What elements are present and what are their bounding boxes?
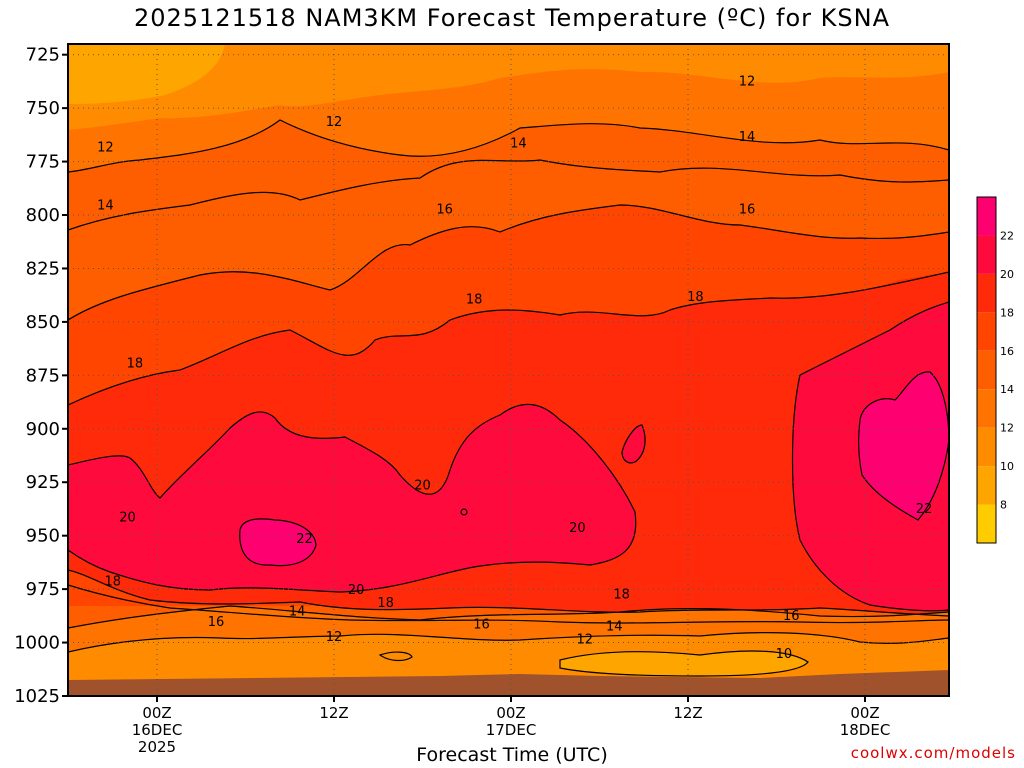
contour-label: 12	[739, 74, 756, 89]
contour-label: 14	[739, 130, 756, 145]
temperature-field	[68, 44, 949, 696]
colorbar-segment	[977, 466, 996, 505]
contour-label: 14	[97, 198, 114, 213]
y-tick-label: 750	[26, 98, 60, 119]
colorbar: 8 10 12 14 16 18 20 22	[976, 196, 1014, 544]
y-tick-label: 825	[26, 258, 60, 279]
colorbar-label: 16	[1000, 345, 1014, 358]
x-tick-label: 00Z	[850, 704, 879, 722]
x-tick-label: 00Z	[496, 704, 525, 722]
y-tick-label: 775	[26, 152, 60, 173]
colorbar-segment	[977, 427, 996, 467]
colorbar-label: 20	[1000, 268, 1014, 281]
contour-label: 18	[613, 587, 630, 602]
colorbar-label: 8	[1000, 499, 1007, 512]
contour-label: 18	[104, 575, 121, 590]
contour-label: 14	[289, 604, 306, 619]
x-tick-label: 17DEC	[486, 721, 537, 739]
contour-label: 18	[687, 290, 704, 305]
y-tick-label: 975	[26, 579, 60, 600]
contour-label: 14	[606, 619, 623, 634]
credit-link[interactable]: coolwx.com/models	[850, 744, 1016, 762]
y-tick-label: 1025	[14, 686, 60, 707]
contour-label: 16	[436, 203, 453, 218]
y-tick-label: 875	[26, 365, 60, 386]
contour-label: 20	[348, 583, 365, 598]
contour-label: 22	[296, 532, 313, 547]
contour-label: 16	[473, 617, 490, 632]
x-tick-label: 00Z	[142, 704, 171, 722]
contour-label: 16	[783, 609, 800, 624]
contour-label: 12	[576, 632, 593, 647]
y-axis: 725 750 775 800 825 850 875 900 925 950 975 1000 102…	[14, 45, 68, 707]
plot-frame	[67, 43, 950, 697]
y-tick-label: 850	[26, 312, 60, 333]
y-tick-label: 925	[26, 472, 60, 493]
x-tick-label: 2025	[138, 738, 176, 756]
y-tick-label: 950	[26, 526, 60, 547]
contour-label: 18	[466, 292, 483, 307]
contour-label: 18	[127, 357, 144, 372]
contour-label: 12	[326, 630, 343, 645]
y-tick-label: 1000	[14, 633, 60, 654]
x-tick-label: 12Z	[673, 704, 702, 722]
contour-label: 20	[119, 510, 136, 525]
x-tick-label: 12Z	[319, 704, 348, 722]
contour-label: 12	[326, 115, 343, 130]
x-axis-label: Forecast Time (UTC)	[416, 744, 608, 766]
colorbar-segment	[977, 389, 996, 428]
contour-label: 16	[739, 203, 756, 218]
colorbar-label: 10	[1000, 460, 1014, 473]
colorbar-label: 18	[1000, 306, 1014, 319]
contour-label: 10	[776, 647, 793, 662]
contour-label: 12	[97, 141, 114, 156]
colorbar-label: 12	[1000, 422, 1014, 435]
colorbar-label: 22	[1000, 229, 1014, 242]
colorbar-label: 14	[1000, 383, 1014, 396]
contour-label: 20	[569, 521, 586, 536]
x-tick-label: 16DEC	[132, 721, 183, 739]
contour-labels: 12 14 12 14 16 12 14 16 18 18 18 20 22 20 20 22 18 20 18 16…	[97, 74, 932, 662]
colorbar-segment	[977, 197, 996, 236]
contour-label: 20	[414, 478, 431, 493]
colorbar-segment	[977, 312, 996, 351]
x-tick-label: 18DEC	[840, 721, 891, 739]
colorbar-segment	[977, 273, 996, 313]
chart-title: 2025121518 NAM3KM Forecast Temperature (…	[134, 4, 890, 32]
contour-label: 14	[510, 136, 527, 151]
colorbar-segment	[977, 350, 996, 390]
contour-label: 22	[916, 502, 933, 517]
colorbar-segment	[977, 504, 996, 543]
y-tick-label: 900	[26, 419, 60, 440]
colorbar-frame	[976, 196, 997, 544]
contour-label: 18	[377, 596, 394, 611]
y-tick-label: 725	[26, 45, 60, 66]
contour-label: 16	[208, 615, 225, 630]
y-tick-label: 800	[26, 205, 60, 226]
colorbar-segment	[977, 235, 996, 274]
